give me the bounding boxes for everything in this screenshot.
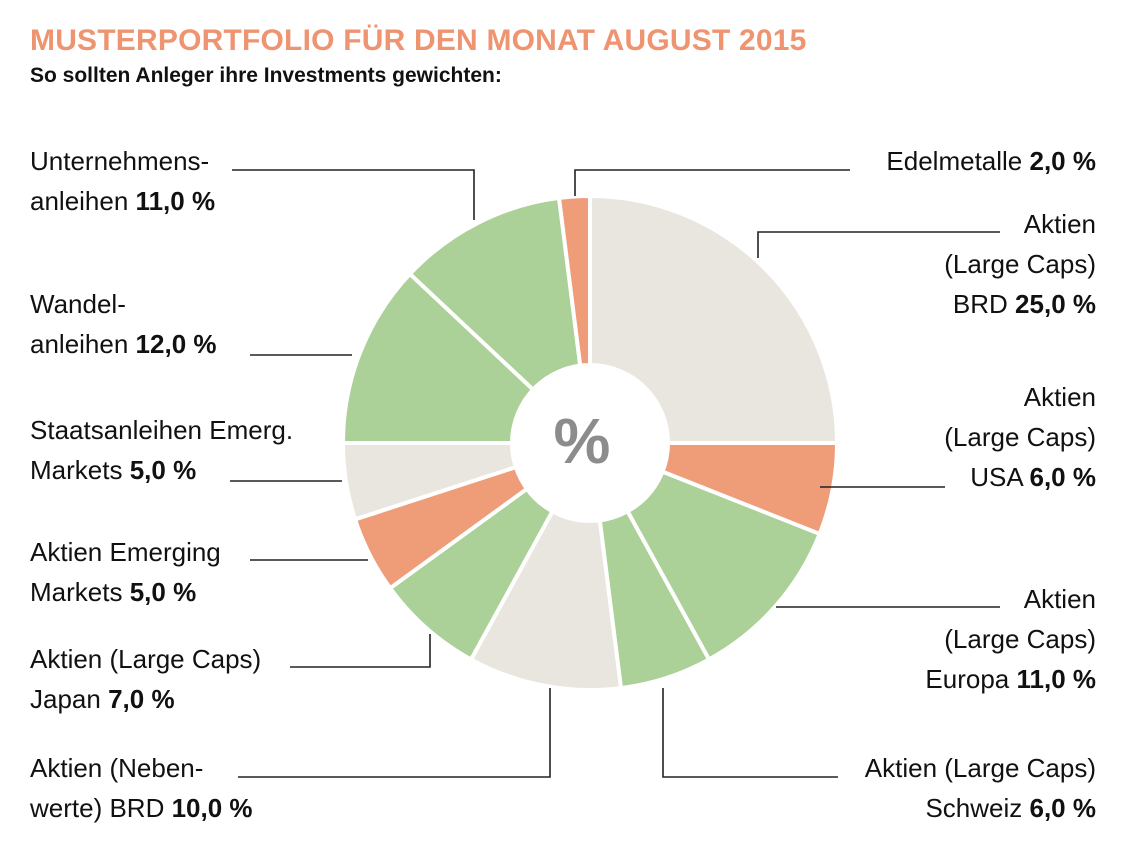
slice-label-line: Edelmetalle 2,0 % [886, 141, 1096, 181]
slice-value-label: 2,0 % [1029, 146, 1097, 176]
chart-title: MUSTERPORTFOLIO FÜR DEN MONAT AUGUST 201… [30, 24, 807, 57]
slice-label-line: Schweiz 6,0 % [865, 788, 1096, 828]
slice-label-1: Aktien (Large Caps) BRD 25,0 % [944, 204, 1096, 324]
slice-category-text: anleihen [30, 329, 129, 359]
slice-label-10: Unternehmens-anleihen 11,0 % [30, 141, 215, 221]
slice-category-text: Schweiz [925, 793, 1023, 823]
slice-label-line: Aktien Emerging [30, 532, 221, 572]
leader-line-10 [232, 169, 475, 220]
slice-label-2: Aktien (Large Caps) USA 6,0 % [944, 377, 1096, 497]
pie-slice-1 [588, 194, 839, 445]
slice-category-text: Aktien (Large Caps) [30, 644, 262, 674]
leader-line-4 [662, 688, 838, 778]
slice-label-line: werte) BRD 10,0 % [30, 788, 253, 828]
slice-label-line: BRD 25,0 % [944, 284, 1096, 324]
slice-category-text: Unternehmens- [30, 146, 210, 176]
slice-label-line: Markets 5,0 % [30, 572, 221, 612]
slice-label-line: Markets 5,0 % [30, 450, 293, 490]
slice-label-4: Aktien (Large Caps) Schweiz 6,0 % [865, 748, 1096, 828]
slice-label-line: Europa 11,0 % [925, 659, 1096, 699]
slice-label-line: (Large Caps) [925, 619, 1096, 659]
slice-label-8: Staatsanleihen Emerg. Markets 5,0 % [30, 410, 293, 490]
slice-category-text: Staatsanleihen Emerg. [30, 415, 294, 445]
slice-value-label: 25,0 % [1015, 289, 1096, 319]
slice-value-label: 5,0 % [129, 455, 197, 485]
slice-category-text: Aktien [1023, 382, 1096, 412]
slice-category-text: Aktien [1023, 209, 1096, 239]
slice-label-line: anleihen 12,0 % [30, 324, 217, 364]
slice-category-text: (Large Caps) [944, 422, 1096, 452]
slice-label-line: Aktien [944, 377, 1096, 417]
slice-category-text: Wandel- [30, 289, 126, 319]
slice-label-line: (Large Caps) [944, 417, 1096, 457]
chart-subtitle: So sollten Anleger ihre Investments gewi… [30, 64, 502, 87]
slice-label-line: Aktien (Neben- [30, 748, 253, 788]
slice-label-line: Wandel- [30, 284, 217, 324]
slice-label-9: Wandel-anleihen 12,0 % [30, 284, 217, 364]
slice-category-text: Aktien (Neben- [30, 753, 204, 783]
slice-category-text: Aktien [1023, 584, 1096, 614]
slice-category-text: Japan [30, 684, 101, 714]
slice-label-5: Aktien (Neben-werte) BRD 10,0 % [30, 748, 253, 828]
slice-value-label: 10,0 % [171, 793, 253, 823]
slice-category-text: BRD [952, 289, 1008, 319]
slice-category-text: USA [970, 462, 1023, 492]
slice-category-text: Aktien (Large Caps) [864, 753, 1096, 783]
leader-line-6 [290, 634, 431, 668]
slice-label-line: Aktien [925, 579, 1096, 619]
leader-line-5 [238, 688, 551, 778]
slice-label-line: anleihen 11,0 % [30, 181, 215, 221]
slice-label-line: Staatsanleihen Emerg. [30, 410, 293, 450]
slice-value-label: 11,0 % [1016, 664, 1096, 694]
slice-value-label: 6,0 % [1029, 793, 1097, 823]
slice-label-6: Aktien (Large Caps) Japan 7,0 % [30, 639, 261, 719]
slice-category-text: (Large Caps) [944, 249, 1096, 279]
slice-value-label: 12,0 % [135, 329, 217, 359]
slice-label-line: Japan 7,0 % [30, 679, 261, 719]
slice-value-label: 6,0 % [1029, 462, 1097, 492]
slice-category-text: anleihen [30, 186, 129, 216]
slice-value-label: 7,0 % [108, 684, 175, 714]
slice-label-3: Aktien (Large Caps) Europa 11,0 % [925, 579, 1096, 699]
slice-category-text: Markets [30, 455, 123, 485]
slice-label-line: Aktien [944, 204, 1096, 244]
leader-line-1 [757, 231, 1000, 258]
slice-category-text: Aktien Emerging [30, 537, 221, 567]
slice-label-7: Aktien Emerging Markets 5,0 % [30, 532, 221, 612]
slice-value-label: 5,0 % [129, 577, 197, 607]
leader-line-11 [574, 169, 850, 196]
slice-value-label: 11,0 % [135, 186, 216, 216]
slice-label-line: Aktien (Large Caps) [30, 639, 261, 679]
slice-category-text: Europa [925, 664, 1010, 694]
slice-category-text: Edelmetalle [886, 146, 1023, 176]
slice-label-line: (Large Caps) [944, 244, 1096, 284]
slice-category-text: werte) BRD [30, 793, 165, 823]
slice-label-line: Unternehmens- [30, 141, 215, 181]
slice-label-line: Aktien (Large Caps) [865, 748, 1096, 788]
slice-label-11: Edelmetalle 2,0 % [886, 141, 1096, 181]
slice-category-text: Markets [30, 577, 123, 607]
slice-label-line: USA 6,0 % [944, 457, 1096, 497]
donut-center [510, 363, 670, 523]
slice-category-text: (Large Caps) [944, 624, 1096, 654]
center-percent-label: % [554, 405, 611, 477]
